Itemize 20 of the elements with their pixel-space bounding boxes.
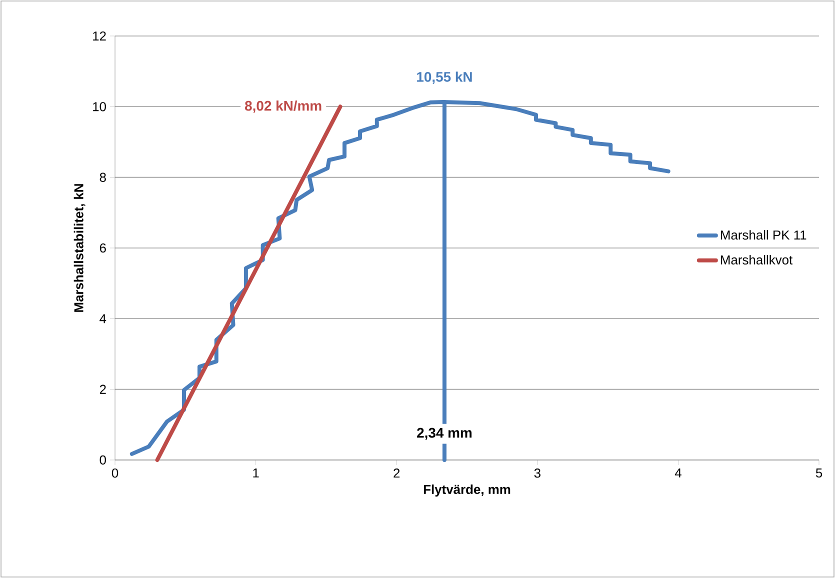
y-tick-label: 2: [100, 384, 106, 394]
y-tick-label: 4: [100, 314, 106, 324]
legend-label: Marshallkvot: [720, 254, 793, 264]
x-tick-label: 5: [816, 468, 822, 478]
y-tick-label: 8: [100, 172, 106, 182]
annotation: 10,55 kN: [417, 72, 472, 84]
x-tick-label: 1: [253, 468, 259, 478]
annotation: 8,02 kN/mm: [244, 100, 322, 113]
x-tick-label: 2: [394, 468, 400, 478]
x-axis-title: Flytvärde, mm: [424, 484, 510, 497]
x-tick-label: 3: [534, 468, 540, 478]
y-tick-label: 10: [93, 102, 106, 112]
annotation: 2,34 mm: [417, 428, 472, 440]
y-tick-label: 0: [100, 455, 106, 465]
y-tick-label: 6: [100, 243, 106, 253]
x-tick-label: 0: [112, 468, 118, 478]
y-axis-title: Marshallstabilitet, kN: [74, 184, 86, 312]
y-tick-label: 12: [93, 31, 106, 41]
x-tick-label: 4: [674, 468, 682, 478]
legend-label: Marshall PK 11: [720, 230, 806, 240]
